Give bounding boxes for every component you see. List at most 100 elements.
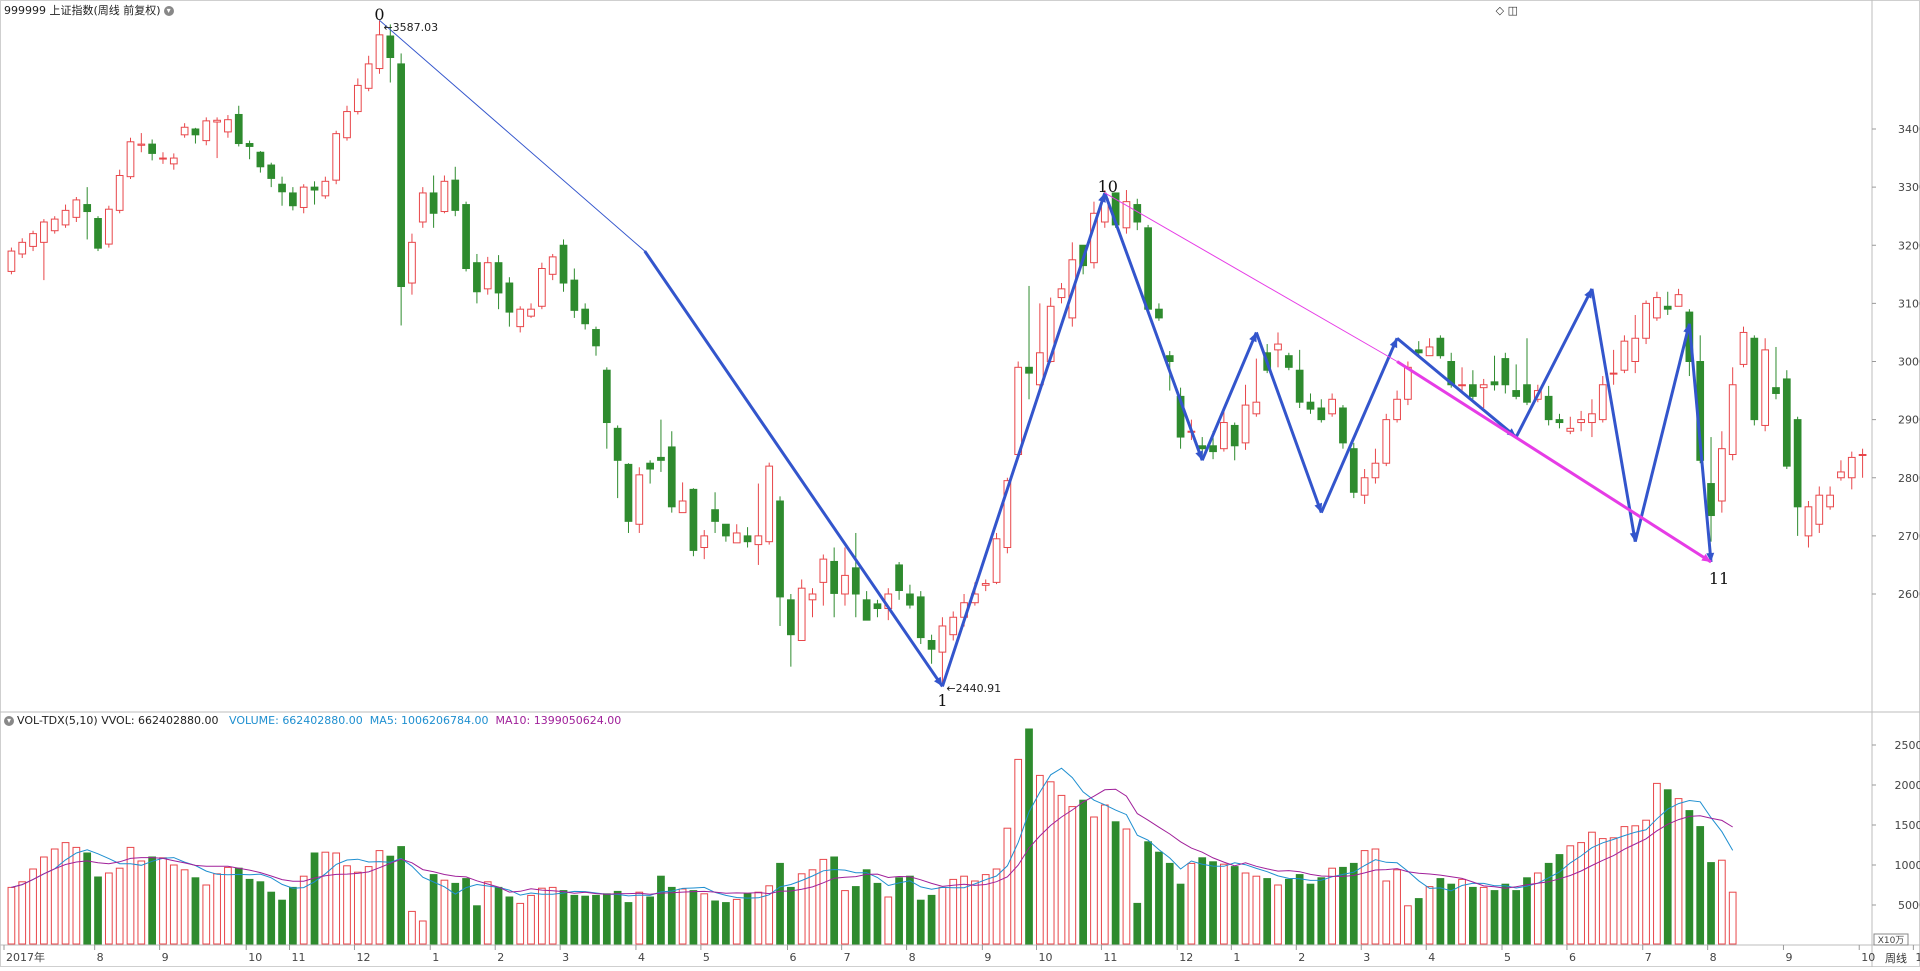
dropdown-icon[interactable]: ▾ (164, 6, 174, 16)
candle (474, 254, 481, 303)
volume-bar (842, 891, 849, 944)
x-tick-label: 1 (1233, 951, 1240, 964)
volume-bar (852, 887, 859, 944)
candle (1426, 338, 1433, 355)
candle-body (842, 575, 849, 594)
candle (1253, 359, 1260, 417)
candle-body (907, 594, 914, 605)
candle (235, 106, 242, 147)
candle (1556, 414, 1563, 429)
candle (1773, 347, 1780, 399)
candle-body (290, 193, 297, 206)
candle (1654, 292, 1661, 321)
volume-bar (1285, 879, 1292, 944)
candle-body (777, 501, 784, 597)
candle (896, 562, 903, 600)
volume-bar (311, 853, 318, 944)
volume-bar (116, 868, 123, 944)
volume-bar (1166, 863, 1173, 944)
candle (149, 139, 156, 160)
candle (993, 533, 1000, 584)
candle (614, 425, 621, 498)
candle (138, 133, 145, 152)
candle (354, 78, 361, 114)
candle (246, 141, 253, 160)
candle (1242, 385, 1249, 450)
volume-bar (701, 894, 708, 944)
chart-title-bar[interactable]: 999999 上证指数(周线 前复权)▾ (4, 2, 174, 18)
volume-bar (1231, 867, 1238, 944)
candle (1026, 286, 1033, 399)
candle-body (441, 181, 448, 211)
candle (603, 367, 610, 448)
candle (311, 181, 318, 204)
volume-bar (279, 900, 286, 944)
volume-bar (907, 876, 914, 944)
volume-bar (1718, 860, 1725, 944)
volume-bar (344, 866, 351, 944)
volume-tick-label: 20000 (1895, 779, 1920, 792)
candle (1578, 411, 1585, 431)
candle (1307, 393, 1314, 413)
volume-bar (1459, 879, 1466, 944)
x-tick-label: 2 (497, 951, 504, 964)
candle-body (1794, 420, 1801, 507)
wave-segment (1397, 338, 1516, 437)
candle-body (874, 604, 881, 609)
candle (192, 128, 199, 144)
candle-body (149, 144, 156, 153)
x-tick-label: 7 (844, 951, 851, 964)
candle (766, 463, 773, 545)
volume-bar (1101, 805, 1108, 944)
candle (1816, 486, 1823, 533)
candle-body (636, 475, 643, 524)
volume-bar (1697, 827, 1704, 944)
volume-ma10-line (11, 789, 1732, 894)
candle (1350, 443, 1357, 498)
volume-bar (614, 891, 621, 944)
candle-body (1296, 370, 1303, 402)
candle-body (1350, 449, 1357, 493)
candle-body (1307, 402, 1314, 409)
candle-body (1589, 414, 1596, 423)
volume-bar (972, 881, 979, 944)
volume-bar (1199, 858, 1206, 944)
candle (809, 588, 816, 617)
volume-bar (668, 887, 675, 944)
candle-body (474, 263, 481, 292)
vvol-label: VVOL: (101, 714, 134, 727)
pivot-label-11: 11 (1709, 569, 1729, 588)
price-tick-label: 3300 (1898, 181, 1920, 194)
candle (506, 277, 513, 326)
price-tick-label: 2800 (1898, 472, 1920, 485)
x-tick-label: 9 (984, 951, 991, 964)
volume-bar (582, 896, 589, 944)
candle (1567, 417, 1574, 434)
volume-dropdown-icon[interactable]: ▾ (4, 716, 14, 726)
panel-toggle-icon[interactable]: ◫ (1508, 4, 1518, 17)
candle-body (1221, 423, 1228, 449)
candle-body (1199, 446, 1206, 449)
volume-unit-label: X10万 (1878, 936, 1905, 946)
candle (928, 635, 935, 664)
candle (419, 187, 426, 228)
candle-body (354, 85, 361, 111)
ma10-label: MA10: (496, 714, 531, 727)
candle (1145, 225, 1152, 312)
period-label[interactable]: 周线 (1885, 951, 1907, 965)
volume-bar (1307, 884, 1314, 944)
diamond-icon[interactable]: ◇ (1496, 4, 1504, 17)
candle-body (549, 257, 556, 274)
candle-body (982, 584, 989, 586)
volume-bar (1123, 829, 1130, 944)
candle (690, 488, 697, 556)
volume-bar (777, 863, 784, 944)
volume-bar (484, 882, 491, 944)
volume-y-ticks: 500010000150002000025000 (1872, 739, 1920, 912)
volume-bar (1654, 783, 1661, 944)
volume-bar (419, 921, 426, 944)
candle (62, 205, 69, 228)
volume-bar (149, 857, 156, 944)
candle-body (1437, 338, 1444, 355)
